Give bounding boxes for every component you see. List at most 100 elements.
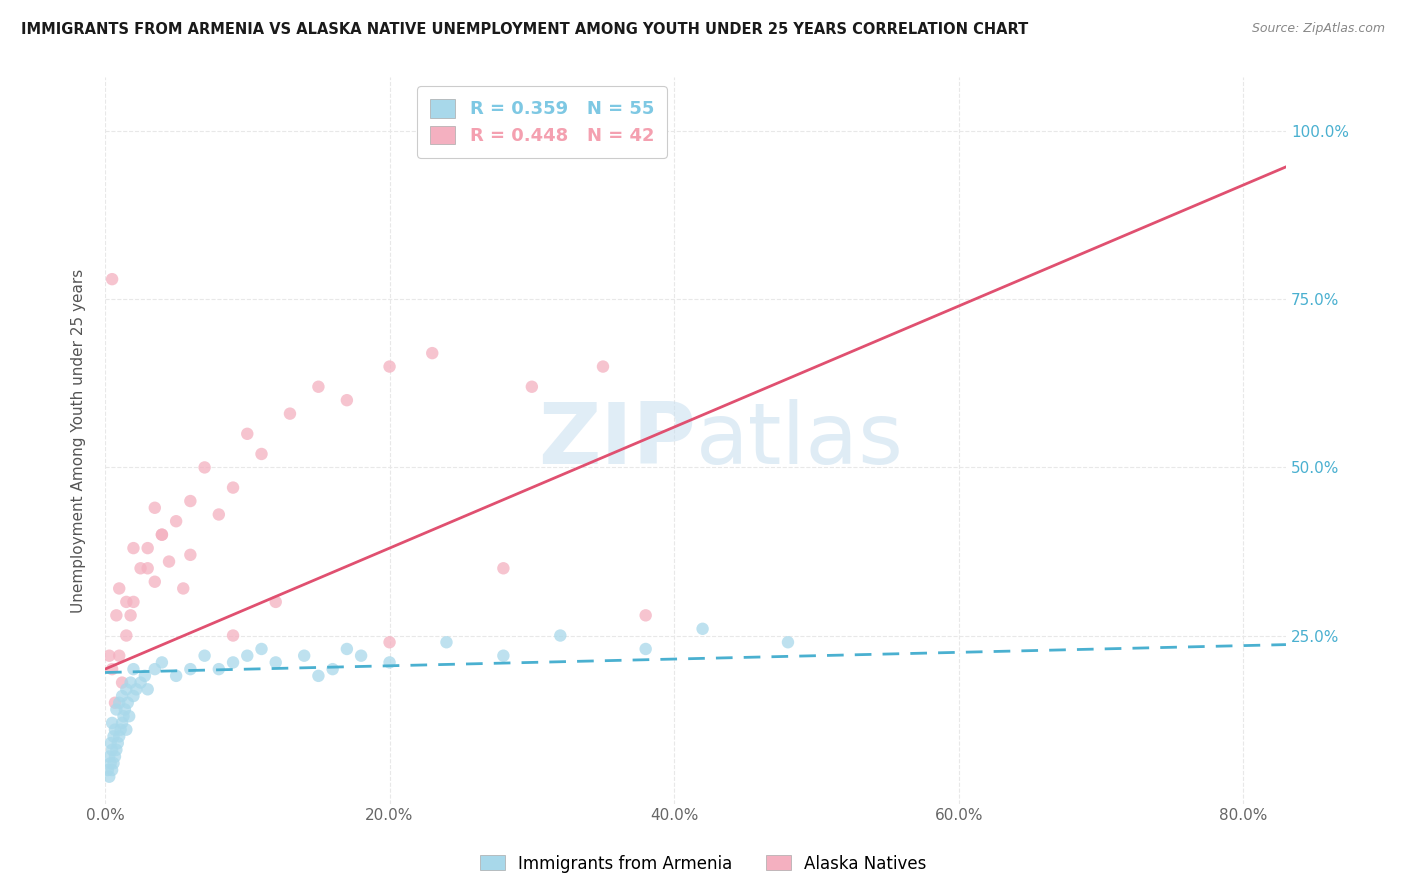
Point — [115, 682, 138, 697]
Point — [436, 635, 458, 649]
Point — [194, 648, 217, 663]
Point — [264, 656, 287, 670]
Point — [634, 642, 657, 657]
Point — [134, 669, 156, 683]
Point — [122, 662, 145, 676]
Point — [336, 393, 359, 408]
Point — [236, 426, 259, 441]
Point — [114, 702, 136, 716]
Point — [179, 662, 201, 676]
Point — [179, 494, 201, 508]
Point — [420, 346, 443, 360]
Point — [101, 662, 124, 676]
Point — [111, 715, 134, 730]
Point — [136, 561, 159, 575]
Point — [98, 648, 121, 663]
Point — [264, 595, 287, 609]
Point — [110, 723, 132, 737]
Point — [101, 715, 124, 730]
Point — [118, 709, 141, 723]
Point — [150, 527, 173, 541]
Point — [101, 743, 124, 757]
Point — [165, 669, 187, 683]
Point — [336, 642, 359, 657]
Point — [122, 595, 145, 609]
Point — [122, 541, 145, 555]
Point — [378, 359, 401, 374]
Point — [115, 628, 138, 642]
Point — [97, 763, 120, 777]
Point — [143, 500, 166, 515]
Point — [222, 656, 245, 670]
Point — [208, 662, 231, 676]
Point — [492, 561, 515, 575]
Point — [108, 582, 131, 596]
Point — [157, 555, 180, 569]
Point — [776, 635, 799, 649]
Point — [101, 272, 124, 286]
Point — [125, 682, 148, 697]
Point — [150, 656, 173, 670]
Point — [105, 743, 128, 757]
Legend: Immigrants from Armenia, Alaska Natives: Immigrants from Armenia, Alaska Natives — [472, 848, 934, 880]
Point — [136, 682, 159, 697]
Point — [136, 541, 159, 555]
Y-axis label: Unemployment Among Youth under 25 years: Unemployment Among Youth under 25 years — [72, 268, 86, 613]
Point — [222, 628, 245, 642]
Point — [112, 709, 135, 723]
Point — [179, 548, 201, 562]
Legend: R = 0.359   N = 55, R = 0.448   N = 42: R = 0.359 N = 55, R = 0.448 N = 42 — [418, 87, 666, 158]
Point — [107, 736, 129, 750]
Point — [592, 359, 614, 374]
Point — [98, 770, 121, 784]
Point — [250, 642, 273, 657]
Point — [98, 749, 121, 764]
Point — [692, 622, 714, 636]
Point — [100, 736, 122, 750]
Text: IMMIGRANTS FROM ARMENIA VS ALASKA NATIVE UNEMPLOYMENT AMONG YOUTH UNDER 25 YEARS: IMMIGRANTS FROM ARMENIA VS ALASKA NATIVE… — [21, 22, 1028, 37]
Point — [104, 723, 127, 737]
Point — [378, 656, 401, 670]
Point — [322, 662, 344, 676]
Point — [222, 481, 245, 495]
Point — [208, 508, 231, 522]
Point — [105, 608, 128, 623]
Point — [129, 675, 152, 690]
Point — [103, 730, 125, 744]
Point — [111, 689, 134, 703]
Point — [307, 380, 329, 394]
Point — [520, 380, 543, 394]
Point — [108, 730, 131, 744]
Point — [129, 561, 152, 575]
Point — [111, 675, 134, 690]
Point — [108, 648, 131, 663]
Point — [165, 514, 187, 528]
Point — [108, 696, 131, 710]
Point — [100, 756, 122, 771]
Point — [150, 527, 173, 541]
Point — [350, 648, 373, 663]
Point — [115, 723, 138, 737]
Point — [236, 648, 259, 663]
Point — [143, 574, 166, 589]
Point — [634, 608, 657, 623]
Point — [492, 648, 515, 663]
Point — [278, 407, 301, 421]
Point — [292, 648, 315, 663]
Point — [122, 689, 145, 703]
Point — [105, 702, 128, 716]
Point — [104, 749, 127, 764]
Text: atlas: atlas — [696, 399, 904, 482]
Point — [143, 662, 166, 676]
Point — [117, 696, 139, 710]
Point — [104, 696, 127, 710]
Point — [120, 675, 142, 690]
Point — [103, 756, 125, 771]
Point — [172, 582, 194, 596]
Point — [550, 628, 572, 642]
Point — [101, 763, 124, 777]
Point — [307, 669, 329, 683]
Point — [115, 595, 138, 609]
Point — [250, 447, 273, 461]
Point — [194, 460, 217, 475]
